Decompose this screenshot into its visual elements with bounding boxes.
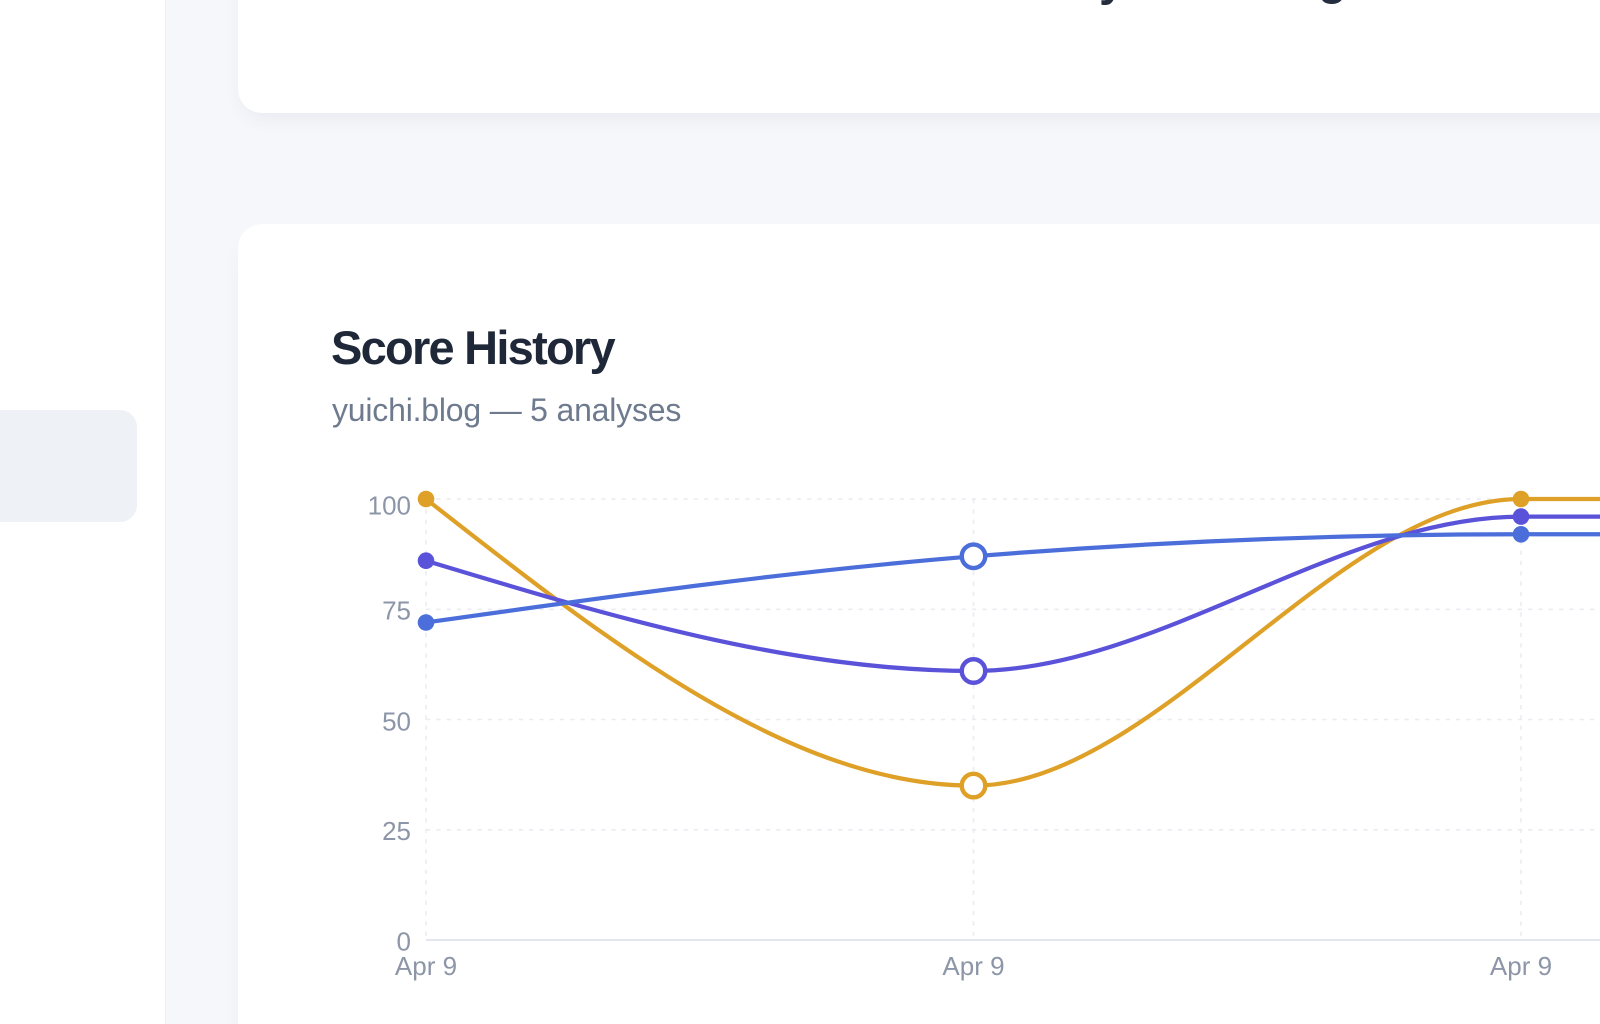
svg-text:Apr 9: Apr 9 bbox=[942, 951, 1004, 981]
svg-text:0: 0 bbox=[397, 926, 411, 956]
svg-text:100: 100 bbox=[368, 491, 411, 521]
svg-text:75: 75 bbox=[382, 596, 411, 626]
svg-text:25: 25 bbox=[382, 816, 411, 846]
svg-text:50: 50 bbox=[382, 707, 411, 737]
svg-text:Apr 9: Apr 9 bbox=[395, 951, 457, 981]
svg-text:Apr 9: Apr 9 bbox=[1490, 951, 1552, 981]
